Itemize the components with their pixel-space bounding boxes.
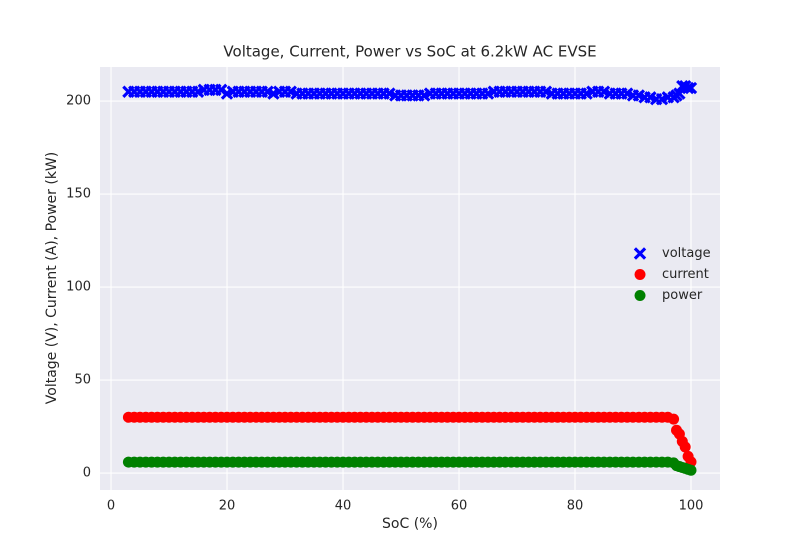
point bbox=[668, 413, 680, 425]
legend-label: current bbox=[662, 267, 709, 282]
y-tick-label: 150 bbox=[66, 187, 91, 202]
legend: voltage current power bbox=[633, 246, 711, 303]
legend-label: power bbox=[662, 288, 703, 303]
legend-label: voltage bbox=[662, 246, 711, 261]
y-tick-label: 0 bbox=[83, 466, 91, 481]
y-axis-label: Voltage (V), Current (A), Power (kW) bbox=[44, 152, 60, 404]
legend-marker bbox=[633, 247, 647, 260]
legend-marker bbox=[634, 269, 646, 280]
marks bbox=[122, 79, 698, 476]
x-axis-label: SoC (%) bbox=[382, 516, 438, 532]
x-tick-label: 60 bbox=[451, 499, 468, 514]
x-tick-label: 20 bbox=[219, 499, 236, 514]
point bbox=[679, 441, 691, 453]
y-tick-label: 50 bbox=[74, 373, 91, 388]
legend-marker bbox=[634, 290, 646, 301]
point bbox=[685, 464, 697, 476]
point bbox=[684, 81, 698, 95]
x-tick-label: 80 bbox=[567, 499, 584, 514]
x-tick-label: 0 bbox=[107, 499, 115, 514]
chart-title: Voltage, Current, Power vs SoC at 6.2kW … bbox=[223, 43, 596, 61]
grid bbox=[100, 67, 720, 490]
y-tick-label: 100 bbox=[66, 280, 91, 295]
x-tick-label: 40 bbox=[335, 499, 352, 514]
plot-area bbox=[100, 67, 720, 490]
y-tick-label: 200 bbox=[66, 94, 91, 109]
x-tick-label: 100 bbox=[679, 499, 704, 514]
point bbox=[681, 81, 695, 95]
